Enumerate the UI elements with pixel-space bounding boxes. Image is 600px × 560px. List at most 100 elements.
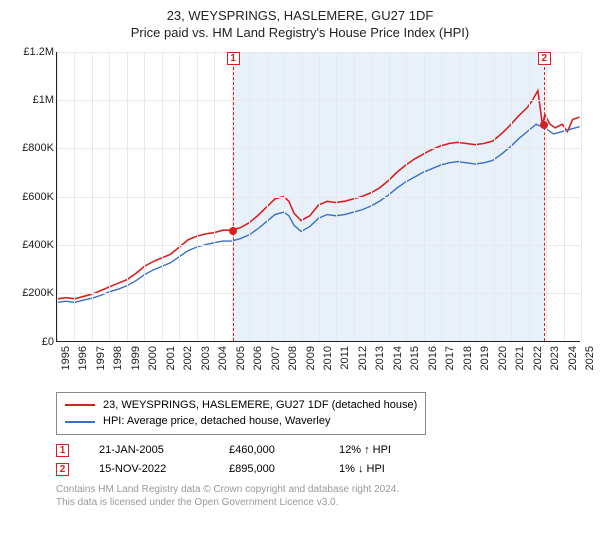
transaction-marker: 2	[56, 463, 69, 476]
grid-line-v	[179, 52, 180, 341]
chart-subtitle: Price paid vs. HM Land Registry's House …	[12, 25, 588, 42]
x-axis-label: 2004	[217, 346, 229, 370]
transaction-marker: 1	[56, 444, 69, 457]
chart-title: 23, WEYSPRINGS, HASLEMERE, GU27 1DF	[12, 8, 588, 25]
x-axis-label: 1999	[130, 346, 142, 370]
grid-line-v	[319, 52, 320, 341]
footer-line-2: This data is licensed under the Open Gov…	[56, 496, 588, 509]
x-axis-label: 2010	[322, 346, 334, 370]
grid-line-v	[406, 52, 407, 341]
grid-line-v	[249, 52, 250, 341]
grid-line-v	[144, 52, 145, 341]
transactions-table: 1 21-JAN-2005 £460,000 12% ↑ HPI 2 15-NOV-202…	[56, 441, 588, 479]
x-axis-label: 2011	[339, 346, 351, 370]
x-axis-label: 2006	[252, 346, 264, 370]
grid-line-v	[92, 52, 93, 341]
grid-line-v	[127, 52, 128, 341]
x-axis-label: 2009	[305, 346, 317, 370]
y-axis-label: £1M	[33, 94, 54, 106]
legend-label: HPI: Average price, detached house, Wave…	[103, 413, 330, 430]
transaction-delta: 1% ↓ HPI	[339, 463, 439, 475]
grid-line-v	[494, 52, 495, 341]
grid-line-v	[546, 52, 547, 341]
x-axis-label: 2021	[514, 346, 526, 370]
grid-line-v	[74, 52, 75, 341]
y-axis-label: £600K	[22, 191, 54, 203]
grid-line-v	[389, 52, 390, 341]
transaction-date: 15-NOV-2022	[99, 463, 199, 475]
legend-swatch	[65, 421, 95, 423]
grid-line-v	[371, 52, 372, 341]
transaction-date: 21-JAN-2005	[99, 444, 199, 456]
x-axis-label: 2012	[357, 346, 369, 370]
x-axis-label: 2014	[392, 346, 404, 370]
event-dot	[540, 121, 548, 129]
x-axis-label: 2020	[497, 346, 509, 370]
grid-line-v	[564, 52, 565, 341]
x-axis-label: 2003	[200, 346, 212, 370]
x-axis-label: 2007	[270, 346, 282, 370]
legend-item: HPI: Average price, detached house, Wave…	[65, 413, 417, 430]
event-dot	[229, 227, 237, 235]
x-axis-label: 2025	[584, 346, 596, 370]
legend-box: 23, WEYSPRINGS, HASLEMERE, GU27 1DF (det…	[56, 392, 426, 435]
grid-line-v	[284, 52, 285, 341]
grid-line-v	[267, 52, 268, 341]
x-axis-label: 1995	[60, 346, 72, 370]
plot-region: 12	[56, 52, 580, 342]
x-axis-label: 1998	[112, 346, 124, 370]
x-axis-label: 2018	[462, 346, 474, 370]
legend-label: 23, WEYSPRINGS, HASLEMERE, GU27 1DF (det…	[103, 397, 417, 414]
transaction-row: 1 21-JAN-2005 £460,000 12% ↑ HPI	[56, 441, 588, 460]
chart-title-block: 23, WEYSPRINGS, HASLEMERE, GU27 1DF Pric…	[12, 8, 588, 42]
x-axis-label: 2013	[374, 346, 386, 370]
y-axis-label: £400K	[22, 239, 54, 251]
x-axis-label: 2019	[479, 346, 491, 370]
event-marker: 1	[227, 52, 240, 65]
grid-line-v	[441, 52, 442, 341]
transaction-delta: 12% ↑ HPI	[339, 444, 439, 456]
y-axis-label: £1.2M	[23, 46, 54, 58]
event-marker: 2	[538, 52, 551, 65]
legend-swatch	[65, 404, 95, 406]
grid-line-v	[354, 52, 355, 341]
y-axis-label: £800K	[22, 142, 54, 154]
grid-line-v	[214, 52, 215, 341]
x-axis-label: 2023	[549, 346, 561, 370]
event-guideline	[544, 52, 545, 341]
grid-line-v	[57, 52, 58, 341]
x-axis-label: 2017	[444, 346, 456, 370]
x-axis-label: 2000	[147, 346, 159, 370]
grid-line-v	[459, 52, 460, 341]
x-axis-label: 2005	[235, 346, 247, 370]
x-axis-label: 2024	[567, 346, 579, 370]
grid-line-v	[197, 52, 198, 341]
grid-line-v	[581, 52, 582, 341]
x-axis-label: 2002	[182, 346, 194, 370]
grid-line-v	[424, 52, 425, 341]
chart-area: 12 £0£200K£400K£600K£800K£1M£1.2M1995199…	[12, 48, 588, 388]
x-axis-label: 1997	[95, 346, 107, 370]
x-axis-label: 2001	[165, 346, 177, 370]
grid-line-v	[302, 52, 303, 341]
grid-line-v	[511, 52, 512, 341]
footer-line-1: Contains HM Land Registry data © Crown c…	[56, 483, 588, 496]
footer-attribution: Contains HM Land Registry data © Crown c…	[56, 483, 588, 509]
transaction-price: £460,000	[229, 444, 309, 456]
legend-item: 23, WEYSPRINGS, HASLEMERE, GU27 1DF (det…	[65, 397, 417, 414]
transaction-price: £895,000	[229, 463, 309, 475]
y-axis-label: £0	[42, 336, 54, 348]
grid-line-v	[529, 52, 530, 341]
event-guideline	[233, 52, 234, 341]
y-axis-label: £200K	[22, 287, 54, 299]
transaction-row: 2 15-NOV-2022 £895,000 1% ↓ HPI	[56, 460, 588, 479]
x-axis-label: 2015	[409, 346, 421, 370]
grid-line-v	[336, 52, 337, 341]
x-axis-label: 2016	[427, 346, 439, 370]
x-axis-label: 1996	[77, 346, 89, 370]
x-axis-label: 2022	[532, 346, 544, 370]
grid-line-v	[162, 52, 163, 341]
grid-line-v	[476, 52, 477, 341]
grid-line-v	[109, 52, 110, 341]
x-axis-label: 2008	[287, 346, 299, 370]
